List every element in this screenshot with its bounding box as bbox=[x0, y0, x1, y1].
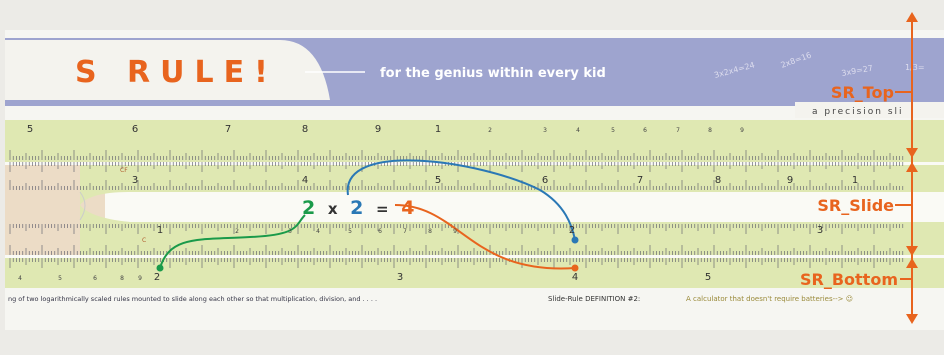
scale-label: 5 bbox=[435, 175, 441, 186]
scale-label: 3 bbox=[132, 175, 138, 186]
scale-label: 8 bbox=[708, 127, 712, 134]
eq-c: 4 bbox=[401, 197, 414, 219]
scale-label: 3 bbox=[543, 127, 547, 134]
dot bbox=[572, 237, 579, 244]
scale-label: 1 bbox=[157, 225, 163, 236]
scale-label: 2 bbox=[235, 228, 239, 235]
scale-label: 7 bbox=[637, 175, 643, 186]
scale-label: 8 bbox=[120, 275, 124, 282]
subtitle: a precision sli bbox=[812, 107, 904, 117]
scale-label: 4 bbox=[572, 272, 578, 283]
scale-label: 3 bbox=[288, 228, 292, 235]
scale-label: 9 bbox=[453, 228, 457, 235]
scale-label: 3 bbox=[817, 225, 823, 236]
annotation: SR_Slide bbox=[817, 196, 894, 215]
scale-label: 5 bbox=[348, 228, 352, 235]
scale-label: 4 bbox=[302, 175, 308, 186]
scale-label: 5 bbox=[611, 127, 615, 134]
scale-label: 2 bbox=[488, 127, 492, 134]
scale-label: 1 bbox=[435, 124, 441, 135]
annotation: SR_Top bbox=[831, 83, 894, 102]
dot bbox=[157, 265, 164, 272]
scale-label: 7 bbox=[676, 127, 680, 134]
scale-label: 5 bbox=[705, 272, 711, 283]
formula: 1/3= bbox=[905, 63, 925, 72]
annotation: SR_Bottom bbox=[800, 270, 898, 289]
eq-op: x bbox=[328, 200, 338, 218]
scale-label: 5 bbox=[58, 275, 62, 282]
scale-label: 4 bbox=[18, 275, 22, 282]
scale-label: 7 bbox=[403, 228, 407, 235]
scale-label: 9 bbox=[740, 127, 744, 134]
eq-eq: = bbox=[376, 200, 389, 218]
scale-name: CF bbox=[120, 167, 128, 174]
scale-label: 7 bbox=[225, 124, 231, 135]
logo: S RULE! bbox=[75, 55, 278, 90]
scale-label: 3 bbox=[397, 272, 403, 283]
scale-label: 2 bbox=[569, 225, 575, 236]
scale-label: 6 bbox=[93, 275, 97, 282]
scale-label: 5 bbox=[27, 124, 33, 135]
scale-label: 6 bbox=[378, 228, 382, 235]
scale-label: 9 bbox=[138, 275, 142, 282]
scale-label: 4 bbox=[316, 228, 320, 235]
tagline: for the genius within every kid bbox=[380, 66, 606, 81]
scale-label: 8 bbox=[715, 175, 721, 186]
scale-label: 6 bbox=[132, 124, 138, 135]
scale-label: 2 bbox=[154, 272, 160, 283]
scale-name: C bbox=[142, 237, 146, 244]
scale-label: 4 bbox=[576, 127, 580, 134]
eq-a: 2 bbox=[302, 197, 315, 219]
eq-b: 2 bbox=[350, 197, 363, 219]
top-scale bbox=[5, 120, 944, 162]
scale-label: 6 bbox=[643, 127, 647, 134]
footer-text: A calculator that doesn't require batter… bbox=[686, 295, 853, 303]
scale-label: 8 bbox=[302, 124, 308, 135]
slide-rule-photo: S RULE! for the genius within every kid … bbox=[0, 0, 944, 355]
scale-label: 9 bbox=[787, 175, 793, 186]
dot bbox=[572, 265, 579, 272]
page: S RULE! for the genius within every kid … bbox=[0, 0, 944, 355]
scale-label: 1 bbox=[852, 175, 858, 186]
footer-title: Slide-Rule DEFINITION #2: bbox=[548, 295, 640, 303]
scale-label: 6 bbox=[542, 175, 548, 186]
scale-label: 8 bbox=[428, 228, 432, 235]
footer-text: ng of two logarithmically scaled rules m… bbox=[8, 295, 377, 303]
scale-label: 9 bbox=[375, 124, 381, 135]
